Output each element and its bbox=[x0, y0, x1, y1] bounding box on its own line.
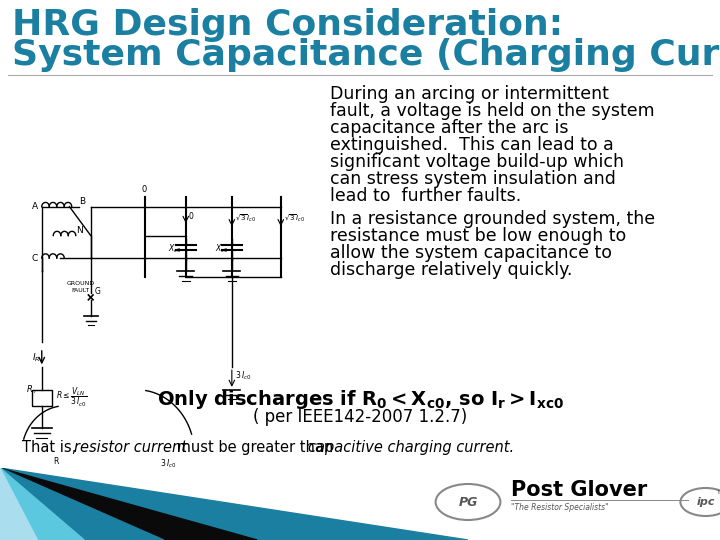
Text: GROUND: GROUND bbox=[66, 281, 95, 286]
Text: $3\,I_{c0}$: $3\,I_{c0}$ bbox=[160, 458, 176, 470]
Text: extinguished.  This can lead to a: extinguished. This can lead to a bbox=[330, 136, 613, 154]
Text: System Capacitance (Charging Current): System Capacitance (Charging Current) bbox=[12, 38, 720, 72]
Text: resistor current: resistor current bbox=[74, 440, 187, 455]
Text: ( per IEEE142-2007 1.2.7): ( per IEEE142-2007 1.2.7) bbox=[253, 408, 467, 426]
Text: HRG Design Consideration:: HRG Design Consideration: bbox=[12, 8, 563, 42]
Text: C: C bbox=[32, 253, 38, 262]
Text: $3\,I_{c0}$: $3\,I_{c0}$ bbox=[235, 369, 251, 382]
Text: PG: PG bbox=[459, 496, 477, 509]
Text: Only discharges if $\mathbf{R_0 < X_{c0}}$, so $\mathbf{I_r > I_{xc0}}$: Only discharges if $\mathbf{R_0 < X_{c0}… bbox=[156, 388, 564, 411]
Text: A: A bbox=[32, 202, 38, 211]
Text: During an arcing or intermittent: During an arcing or intermittent bbox=[330, 85, 609, 103]
Text: $\sqrt{3}\,I_{c0}$: $\sqrt{3}\,I_{c0}$ bbox=[284, 213, 305, 224]
Text: FAULT: FAULT bbox=[71, 288, 90, 293]
Text: That is,: That is, bbox=[22, 440, 81, 455]
Text: N: N bbox=[76, 226, 83, 235]
Text: capacitance after the arc is: capacitance after the arc is bbox=[330, 119, 569, 137]
Text: must be greater than: must be greater than bbox=[172, 440, 338, 455]
Polygon shape bbox=[0, 468, 468, 540]
Text: R: R bbox=[53, 457, 58, 465]
Text: capacitive charging current.: capacitive charging current. bbox=[308, 440, 514, 455]
Text: G: G bbox=[95, 287, 101, 296]
Polygon shape bbox=[0, 468, 84, 540]
Text: 0: 0 bbox=[189, 212, 194, 221]
Text: $R \leq \dfrac{V_{LN}}{3\,I_{c0}}$: $R \leq \dfrac{V_{LN}}{3\,I_{c0}}$ bbox=[56, 386, 88, 409]
Text: $I_R$: $I_R$ bbox=[32, 352, 40, 364]
Text: Post Glover: Post Glover bbox=[511, 480, 647, 500]
Text: $R_n$: $R_n$ bbox=[26, 383, 37, 396]
Text: resistance must be low enough to: resistance must be low enough to bbox=[330, 227, 626, 245]
Text: discharge relatively quickly.: discharge relatively quickly. bbox=[330, 261, 572, 279]
Text: ipc: ipc bbox=[696, 497, 715, 507]
Text: 0: 0 bbox=[141, 185, 147, 194]
Text: allow the system capacitance to: allow the system capacitance to bbox=[330, 244, 612, 262]
Text: can stress system insulation and: can stress system insulation and bbox=[330, 170, 616, 188]
Text: $X_{c0}$: $X_{c0}$ bbox=[168, 242, 182, 255]
Text: "The Resistor Specialists": "The Resistor Specialists" bbox=[511, 503, 609, 511]
Polygon shape bbox=[0, 468, 37, 540]
Text: lead to  further faults.: lead to further faults. bbox=[330, 187, 521, 205]
Text: fault, a voltage is held on the system: fault, a voltage is held on the system bbox=[330, 102, 654, 120]
Text: TM: TM bbox=[716, 489, 720, 495]
Polygon shape bbox=[0, 468, 258, 540]
Text: In a resistance grounded system, the: In a resistance grounded system, the bbox=[330, 210, 655, 228]
Text: B: B bbox=[79, 197, 86, 206]
Text: $X_{c0}$: $X_{c0}$ bbox=[215, 242, 228, 255]
Text: $\sqrt{3}\,I_{c0}$: $\sqrt{3}\,I_{c0}$ bbox=[235, 213, 256, 224]
Polygon shape bbox=[0, 468, 163, 540]
Text: significant voltage build-up which: significant voltage build-up which bbox=[330, 153, 624, 171]
